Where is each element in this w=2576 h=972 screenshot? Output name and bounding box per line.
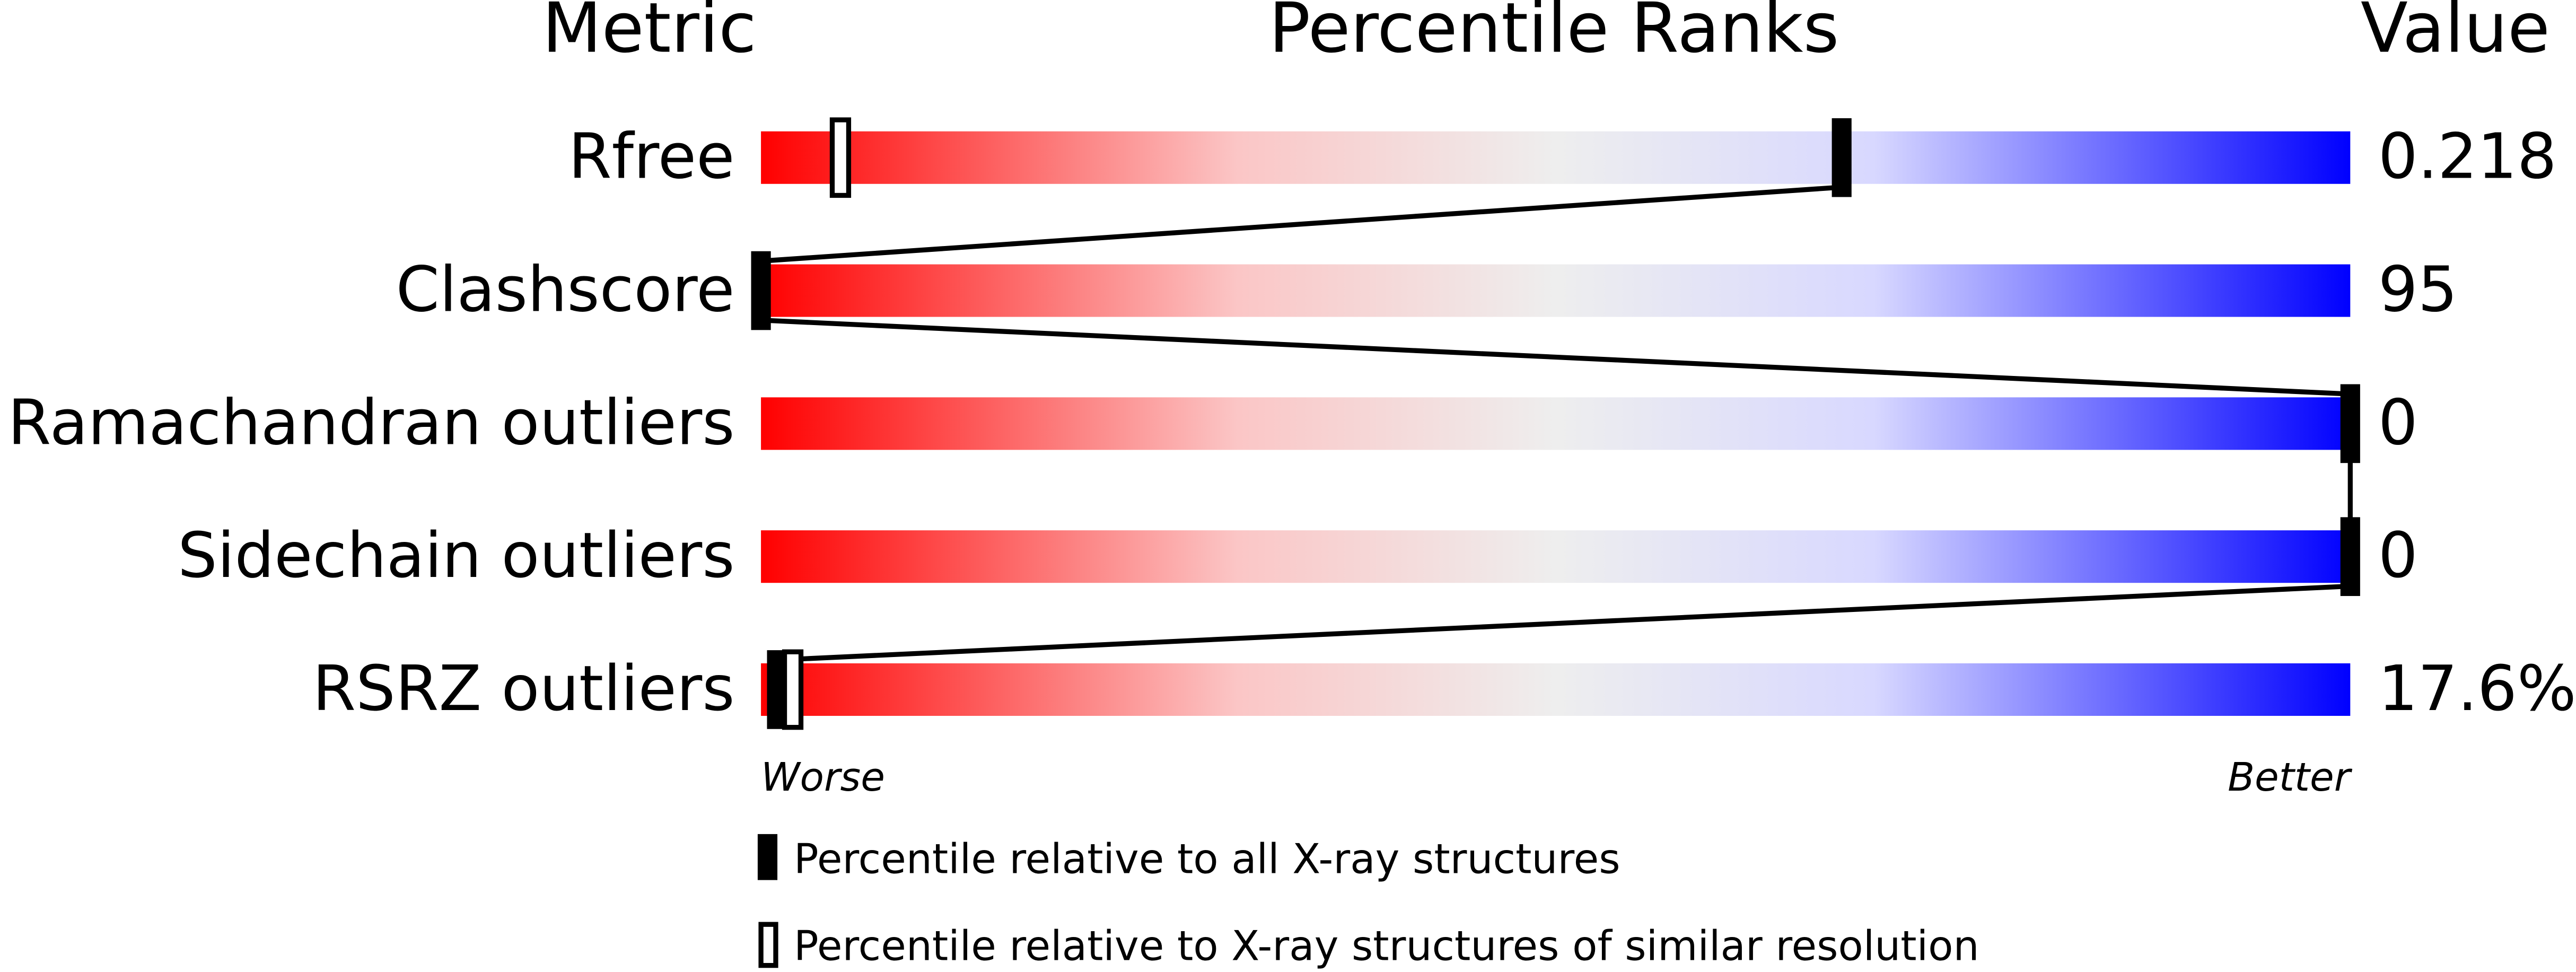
metric-value: 95	[2378, 253, 2458, 326]
metric-value: 17.6%	[2378, 652, 2576, 725]
connector-line	[760, 185, 1842, 264]
percentile-bar	[761, 131, 2351, 184]
metric-value: 0	[2378, 519, 2418, 592]
percentile-marker-all	[2340, 384, 2360, 463]
metric-label: Sidechain outliers	[178, 519, 734, 592]
metric-value: 0.218	[2378, 120, 2557, 193]
percentile-marker-similar	[829, 117, 852, 198]
axis-high-label: Better	[2228, 754, 2353, 800]
legend-swatch-similar	[758, 922, 778, 968]
connector-line	[760, 318, 2351, 397]
connector-line	[776, 583, 2351, 663]
axis-low-label: Worse	[761, 754, 885, 800]
percentile-bar	[761, 663, 2351, 716]
percentile-bar	[761, 530, 2351, 583]
header-value: Value	[2361, 0, 2550, 68]
percentile-bar	[761, 397, 2351, 450]
header-metric: Metric	[542, 0, 756, 68]
percentile-marker-all	[2340, 517, 2360, 596]
metric-value: 0	[2378, 386, 2418, 459]
legend-label: Percentile relative to X-ray structures …	[794, 923, 1979, 970]
percentile-marker-all	[1832, 118, 1852, 197]
metric-label: Ramachandran outliers	[8, 386, 735, 459]
header-ranks: Percentile Ranks	[1269, 0, 1839, 68]
legend-swatch-all	[757, 834, 778, 880]
metric-label: Clashscore	[396, 253, 735, 326]
percentile-bar	[761, 264, 2351, 317]
percentile-marker-similar	[782, 649, 804, 730]
metric-label: Rfree	[568, 120, 735, 193]
percentile-marker-all	[751, 251, 771, 330]
legend-label: Percentile relative to all X-ray structu…	[794, 836, 1620, 883]
metric-label: RSRZ outliers	[312, 652, 734, 725]
